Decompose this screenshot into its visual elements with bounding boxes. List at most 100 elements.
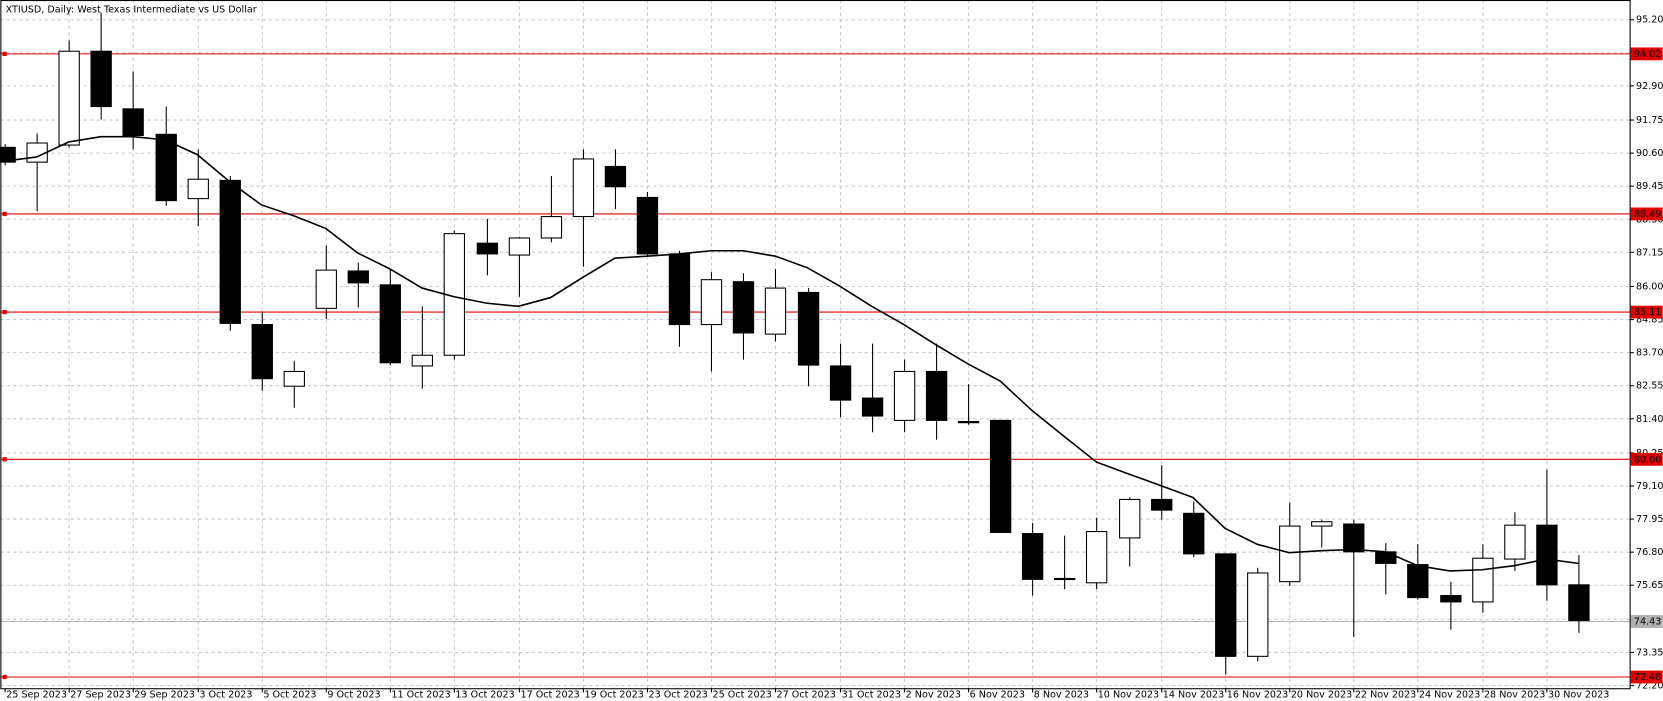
candle-body <box>1536 524 1558 586</box>
level-anchor <box>2 211 7 217</box>
y-tick-label: 75.65 <box>1636 580 1663 591</box>
candle-body <box>1151 498 1173 511</box>
x-tick-label: 31 Oct 2023 <box>842 690 901 701</box>
candle-body <box>1311 521 1333 527</box>
candle-body <box>508 237 531 256</box>
candle-body <box>1343 523 1365 553</box>
y-tick-label: 82.55 <box>1636 381 1663 392</box>
candle-body <box>315 269 337 309</box>
level-label: 88.49 <box>1634 209 1661 220</box>
candle-body <box>829 365 852 401</box>
level-label: 72.48 <box>1634 672 1661 683</box>
y-tick-label: 91.75 <box>1636 115 1663 126</box>
x-tick-label: 29 Sep 2023 <box>134 690 195 701</box>
x-tick-label: 8 Nov 2023 <box>1034 690 1089 701</box>
candle-body <box>1375 551 1397 564</box>
candle-body <box>219 179 241 324</box>
level-tag <box>1630 670 1663 684</box>
moving-average <box>4 135 1579 572</box>
candle-body <box>283 370 305 387</box>
y-tick-label: 72.20 <box>1636 681 1663 692</box>
candle-body <box>155 133 177 202</box>
candle-body <box>989 419 1012 533</box>
candle-body <box>0 146 16 163</box>
axis: 95.2094.0592.9091.7590.6089.4588.3087.15… <box>4 15 1663 701</box>
candle-body <box>1440 595 1462 603</box>
x-tick-label: 11 Oct 2023 <box>391 690 450 701</box>
marks <box>0 12 1630 680</box>
x-tick-label: 25 Sep 2023 <box>6 690 67 701</box>
level-tag <box>1630 452 1663 466</box>
candle-body <box>122 108 144 137</box>
candle-body <box>604 165 627 188</box>
level-anchor <box>2 674 7 680</box>
level-anchor <box>2 51 7 57</box>
x-tick-label: 27 Sep 2023 <box>70 690 131 701</box>
x-tick-label: 3 Oct 2023 <box>199 690 252 701</box>
candle-body <box>1279 525 1301 583</box>
candle-body <box>1407 564 1429 599</box>
x-tick-label: 2 Nov 2023 <box>906 690 961 701</box>
x-tick-label: 10 Nov 2023 <box>1098 690 1159 701</box>
price-label: 74.43 <box>1634 617 1661 628</box>
candle-body <box>1504 524 1526 560</box>
x-tick-label: 20 Nov 2023 <box>1291 690 1352 701</box>
candle-body <box>476 242 499 255</box>
candle-body <box>540 216 563 239</box>
candle-body <box>797 291 820 366</box>
candle-body <box>700 279 723 326</box>
y-tick-label: 92.90 <box>1636 81 1663 92</box>
candle-body <box>1183 512 1205 555</box>
candle-body <box>636 196 659 255</box>
x-tick-label: 13 Oct 2023 <box>455 690 514 701</box>
candle-body <box>347 270 369 284</box>
x-tick-label: 27 Oct 2023 <box>777 690 836 701</box>
x-tick-label: 22 Nov 2023 <box>1355 690 1416 701</box>
x-tick-label: 6 Nov 2023 <box>970 690 1025 701</box>
y-tick-label: 90.60 <box>1636 148 1663 159</box>
candle-body <box>893 370 916 421</box>
level-label: 94.02 <box>1634 49 1661 60</box>
candle-body <box>1053 577 1076 581</box>
level-label: 85.11 <box>1634 307 1661 318</box>
candle-body <box>1472 557 1494 603</box>
y-tick-label: 87.15 <box>1636 247 1663 258</box>
y-tick-label: 73.35 <box>1636 647 1663 658</box>
x-tick-label: 30 Nov 2023 <box>1548 690 1609 701</box>
candle-body <box>925 370 948 421</box>
candle-body <box>1215 553 1237 657</box>
level-anchor <box>2 309 7 315</box>
x-tick-label: 28 Nov 2023 <box>1484 690 1545 701</box>
x-tick-label: 19 Oct 2023 <box>584 690 643 701</box>
candle-body <box>1568 584 1590 621</box>
candle-body <box>957 421 980 424</box>
candle-body <box>58 50 80 146</box>
plot-frame <box>0 0 1631 690</box>
candle-body <box>1021 533 1044 580</box>
y-tick-label: 79.10 <box>1636 481 1663 492</box>
candle-body <box>668 253 691 326</box>
y-tick-label: 86.00 <box>1636 281 1663 292</box>
y-tick-label: 84.85 <box>1636 315 1663 326</box>
y-tick-label: 81.40 <box>1636 414 1663 425</box>
candle-body <box>411 354 433 367</box>
y-tick-label: 83.70 <box>1636 348 1663 359</box>
x-tick-label: 23 Oct 2023 <box>649 690 708 701</box>
candle-body <box>1085 531 1108 584</box>
x-tick-label: 9 Oct 2023 <box>327 690 380 701</box>
level-anchor <box>2 457 7 462</box>
level-tag <box>1630 207 1663 221</box>
candle-body <box>732 281 755 334</box>
candle-body <box>90 50 112 108</box>
candle-body <box>187 178 209 200</box>
level-tag <box>1630 305 1663 319</box>
level-label: 80.00 <box>1634 454 1661 465</box>
x-tick-label: 16 Nov 2023 <box>1227 690 1288 701</box>
candle-body <box>379 284 401 364</box>
x-tick-label: 5 Oct 2023 <box>263 690 316 701</box>
price-tag <box>1630 615 1663 628</box>
chart-title: XTIUSD, Daily: West Texas Intermediate v… <box>6 5 257 16</box>
x-tick-label: 24 Nov 2023 <box>1419 690 1480 701</box>
